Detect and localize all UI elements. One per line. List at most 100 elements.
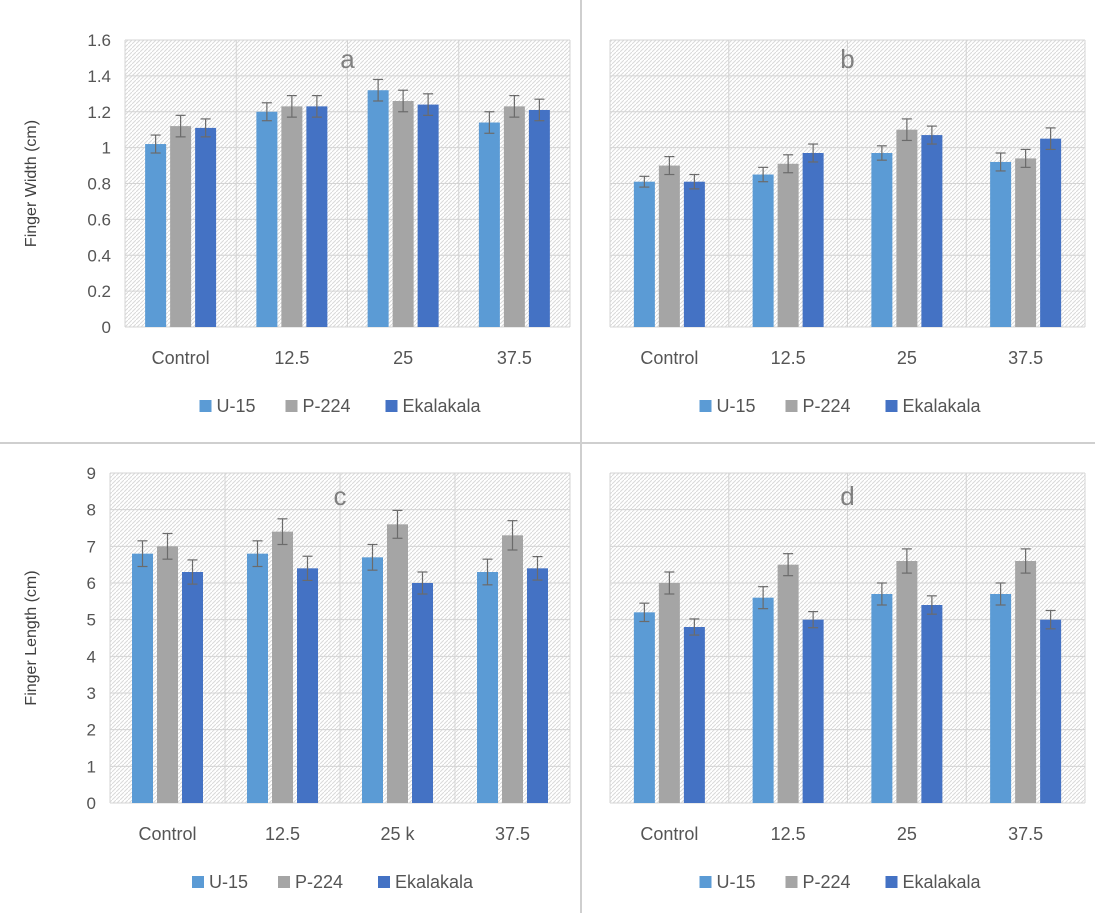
bar-ekalakala-3 <box>921 135 943 327</box>
y-tick-label: 3 <box>87 684 96 703</box>
x-category-label: Control <box>138 824 196 844</box>
chart-panel-b: b Control 12.5 25 37.5 U-15 P-224 Ekalakala <box>609 39 1086 416</box>
y-tick-label: 0.8 <box>87 175 111 194</box>
bar-u-15-1 <box>633 181 655 327</box>
x-category-label: 25 <box>897 348 917 368</box>
chart-panel-d: d Control 12.5 25 37.5 U-15 P-224 Ekalakala <box>609 472 1086 892</box>
x-category-label: 25 <box>393 348 413 368</box>
legend-label: P-224 <box>803 396 851 416</box>
legend-swatch-ekalakala <box>378 876 390 888</box>
x-category-label: 37.5 <box>495 824 530 844</box>
panel-divider-vertical <box>580 0 582 913</box>
bar-ekalakala-4 <box>528 109 550 327</box>
legend-label: P-224 <box>303 396 351 416</box>
y-tick-label: 1 <box>87 757 96 776</box>
bar-u-15-3 <box>871 153 893 327</box>
y-tick-label: 4 <box>87 647 96 666</box>
y-tick-label: 0.6 <box>87 210 111 229</box>
x-category-label: Control <box>152 348 210 368</box>
x-category-label: Control <box>640 824 698 844</box>
y-axis-label: Finger Width (cm) <box>23 120 40 247</box>
legend-swatch-p-224 <box>785 400 798 412</box>
bar-u-15-1 <box>145 144 167 327</box>
bar-p-224-1 <box>157 546 178 803</box>
bar-ekalakala-2 <box>306 106 328 328</box>
bar-p-224-2 <box>777 163 799 327</box>
bar-u-15-3 <box>367 90 389 327</box>
bar-p-224-1 <box>170 126 192 327</box>
bar-p-224-2 <box>777 564 799 803</box>
bar-u-15-4 <box>990 594 1012 803</box>
bar-p-224-3 <box>896 561 918 803</box>
legend-swatch-p-224 <box>278 876 290 888</box>
bar-p-224-4 <box>1015 158 1037 327</box>
bar-ekalakala-2 <box>802 153 824 327</box>
legend-swatch-u-15 <box>192 876 204 888</box>
y-axis-label: Finger Length (cm) <box>23 570 40 705</box>
legend-label: U-15 <box>209 872 248 892</box>
panel-label: a <box>340 44 355 74</box>
legend-label: P-224 <box>295 872 343 892</box>
legend-label: Ekalakala <box>903 872 982 892</box>
bar-ekalakala-3 <box>417 104 439 327</box>
panel-label: d <box>840 481 854 511</box>
bar-ekalakala-1 <box>182 572 203 803</box>
legend-swatch-p-224 <box>285 400 298 412</box>
y-tick-label: 2 <box>87 721 96 740</box>
y-tick-label: 1 <box>102 139 111 158</box>
legend-label: Ekalakala <box>403 396 482 416</box>
bar-u-15-2 <box>752 597 774 803</box>
y-tick-label: 6 <box>87 574 96 593</box>
x-category-label: 37.5 <box>1008 348 1043 368</box>
y-tick-label: 0.2 <box>87 282 111 301</box>
bar-p-224-2 <box>281 106 303 328</box>
legend-swatch-u-15 <box>699 400 712 412</box>
bar-ekalakala-4 <box>1040 138 1062 327</box>
chart-panel-c: 0 1 2 3 4 5 6 7 8 9 Finger Length (cm) c Control 12.5… <box>23 464 571 892</box>
bar-ekalakala-1 <box>683 181 705 327</box>
bar-ekalakala-1 <box>683 627 705 803</box>
bar-p-224-3 <box>896 129 918 327</box>
legend-label: U-15 <box>717 396 756 416</box>
legend-swatch-u-15 <box>699 876 712 888</box>
bar-ekalakala-3 <box>921 605 943 803</box>
bar-ekalakala-1 <box>195 127 217 327</box>
legend-label: P-224 <box>803 872 851 892</box>
y-tick-label: 0 <box>102 318 111 337</box>
y-tick-label: 7 <box>87 537 96 556</box>
bar-u-15-2 <box>247 553 268 803</box>
chart-panel-a: 0 0.2 0.4 0.6 0.8 1 1.2 1.4 1.6 Finger Width (cm)… <box>23 31 571 416</box>
panel-label: c <box>334 481 347 511</box>
x-category-label: 25 k <box>380 824 415 844</box>
legend-swatch-ekalakala <box>885 876 898 888</box>
x-category-label: 12.5 <box>771 824 806 844</box>
panel-divider-horizontal <box>0 442 1095 444</box>
y-tick-label: 5 <box>87 611 96 630</box>
bar-ekalakala-2 <box>297 568 318 803</box>
x-category-label: 12.5 <box>274 348 309 368</box>
bar-p-224-4 <box>1015 561 1037 803</box>
bar-p-224-3 <box>392 100 414 327</box>
y-tick-label: 9 <box>87 464 96 483</box>
legend-label: U-15 <box>217 396 256 416</box>
legend-label: Ekalakala <box>395 872 474 892</box>
x-category-label: 12.5 <box>265 824 300 844</box>
y-tick-label: 0.4 <box>87 246 111 265</box>
bar-ekalakala-3 <box>412 583 433 803</box>
y-tick-label: 0 <box>87 794 96 813</box>
bar-p-224-1 <box>658 165 680 327</box>
bar-u-15-4 <box>477 572 498 803</box>
y-tick-label: 8 <box>87 501 96 520</box>
x-category-label: 25 <box>897 824 917 844</box>
bar-p-224-4 <box>503 106 525 328</box>
legend-swatch-ekalakala <box>885 400 898 412</box>
panel-label: b <box>840 44 854 74</box>
y-tick-label: 1.6 <box>87 31 111 50</box>
legend-swatch-u-15 <box>199 400 212 412</box>
legend-label: U-15 <box>717 872 756 892</box>
bar-p-224-4 <box>502 535 523 803</box>
bar-u-15-1 <box>633 612 655 803</box>
bar-u-15-3 <box>871 594 893 803</box>
x-category-label: Control <box>640 348 698 368</box>
bar-u-15-4 <box>478 122 500 327</box>
